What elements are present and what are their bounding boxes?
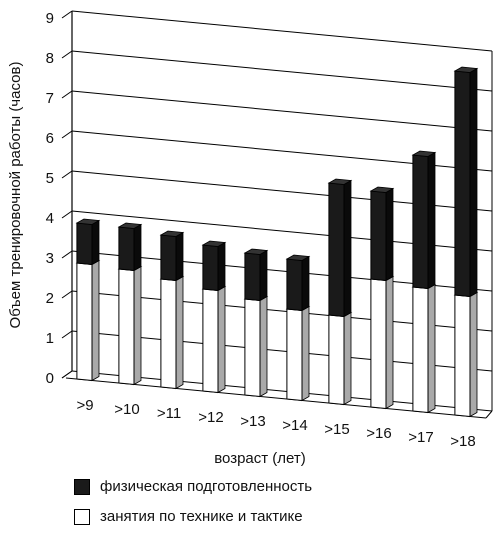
bar-physical-top [411, 150, 437, 157]
bar-technique [328, 314, 345, 406]
gridline [71, 50, 493, 92]
x-tick-label: >13 [240, 413, 265, 430]
bar-technique [76, 262, 93, 382]
bar-physical [202, 244, 219, 292]
bar-technique [202, 288, 219, 394]
legend-swatch-technique [74, 508, 90, 525]
gridline-connector [61, 90, 73, 99]
bar-physical [370, 190, 387, 282]
bar-physical [286, 258, 303, 312]
gridline-connector [61, 290, 73, 299]
y-axis-base [61, 370, 73, 379]
bar-physical-top [75, 218, 101, 225]
x-tick-label: >9 [76, 397, 93, 414]
bar-physical-side [469, 67, 478, 298]
bar-technique-side [91, 259, 100, 382]
gridline-connector [61, 10, 73, 19]
bar-physical-side [217, 241, 226, 292]
x-tick-label: >17 [408, 429, 433, 446]
y-tick-label: 9 [46, 10, 54, 27]
bar-physical-side [133, 223, 142, 272]
gridline [71, 90, 493, 132]
x-axis-label: возраст (лет) [214, 450, 306, 467]
bar-physical-side [343, 179, 352, 318]
x-tick-label: >11 [157, 405, 181, 422]
bar-physical-top [159, 230, 185, 237]
x-tick-label: >15 [324, 421, 349, 438]
y-tick-label: 5 [46, 170, 54, 187]
bar-technique [286, 308, 303, 402]
legend-label-physical: физическая подготовленность [100, 478, 313, 495]
bar-physical-top [453, 66, 479, 73]
gridline-connector [61, 210, 73, 219]
bar-technique [118, 268, 135, 386]
bar-physical [244, 252, 261, 302]
bar-physical-top [201, 240, 227, 247]
bar-technique [160, 278, 177, 390]
bar-technique [412, 286, 429, 414]
legend-item-physical: физическая подготовленность [74, 478, 312, 495]
bar-physical [412, 154, 429, 290]
bar-technique-side [301, 305, 310, 402]
legend-swatch-physical [74, 478, 90, 495]
bar-physical [160, 234, 177, 282]
y-axis-label: Объем тренировочной работы (часов) [7, 62, 24, 329]
x-tick-label: >14 [282, 417, 307, 434]
bar-physical-side [91, 219, 100, 266]
floor-right-edge [485, 410, 493, 419]
legend-label-technique: занятия по технике и тактике [100, 508, 303, 525]
bar-technique-side [469, 291, 478, 418]
gridline [71, 10, 493, 52]
bar-physical-top [117, 222, 143, 229]
y-tick-label: 2 [46, 290, 54, 307]
x-tick-label: >16 [366, 425, 391, 442]
bar-physical [118, 226, 135, 272]
bar-technique-side [217, 285, 226, 394]
gridline-connector [61, 330, 73, 339]
y-tick-label: 6 [46, 130, 54, 147]
bar-physical [454, 70, 471, 298]
bar-physical-top [327, 178, 353, 185]
y-tick-label: 0 [46, 370, 54, 387]
y-tick-label: 8 [46, 50, 54, 67]
bar-physical-side [385, 187, 394, 282]
y-tick-label: 4 [46, 210, 54, 227]
x-tick-label: >18 [450, 433, 475, 450]
bar-technique-side [343, 311, 352, 406]
legend-item-technique: занятия по технике и тактике [74, 508, 303, 525]
y-tick-label: 7 [46, 90, 54, 107]
bar-technique-side [385, 275, 394, 410]
bar-technique-side [133, 265, 142, 386]
bar-physical-side [175, 231, 184, 282]
x-tick-label: >10 [114, 401, 139, 418]
gridline-connector [61, 130, 73, 139]
y-tick-label: 1 [46, 330, 54, 347]
bar-physical [328, 182, 345, 318]
bar-technique [454, 294, 471, 418]
gridline-connector [61, 170, 73, 179]
bar-physical [76, 222, 93, 266]
bar-physical-side [427, 151, 436, 290]
bar-technique-side [427, 283, 436, 414]
bar-technique [244, 298, 261, 398]
gridline-connector [61, 250, 73, 259]
bar-physical-side [259, 249, 268, 302]
bar-technique-side [175, 275, 184, 390]
bar-technique [370, 278, 387, 410]
bar-technique-side [259, 295, 268, 398]
bar-physical-top [243, 248, 269, 255]
bar-physical-side [301, 255, 310, 312]
bar-physical-top [285, 254, 311, 261]
y-tick-label: 3 [46, 250, 54, 267]
gridline-connector [61, 50, 73, 59]
bar-physical-top [369, 186, 395, 193]
x-tick-label: >12 [198, 409, 223, 426]
